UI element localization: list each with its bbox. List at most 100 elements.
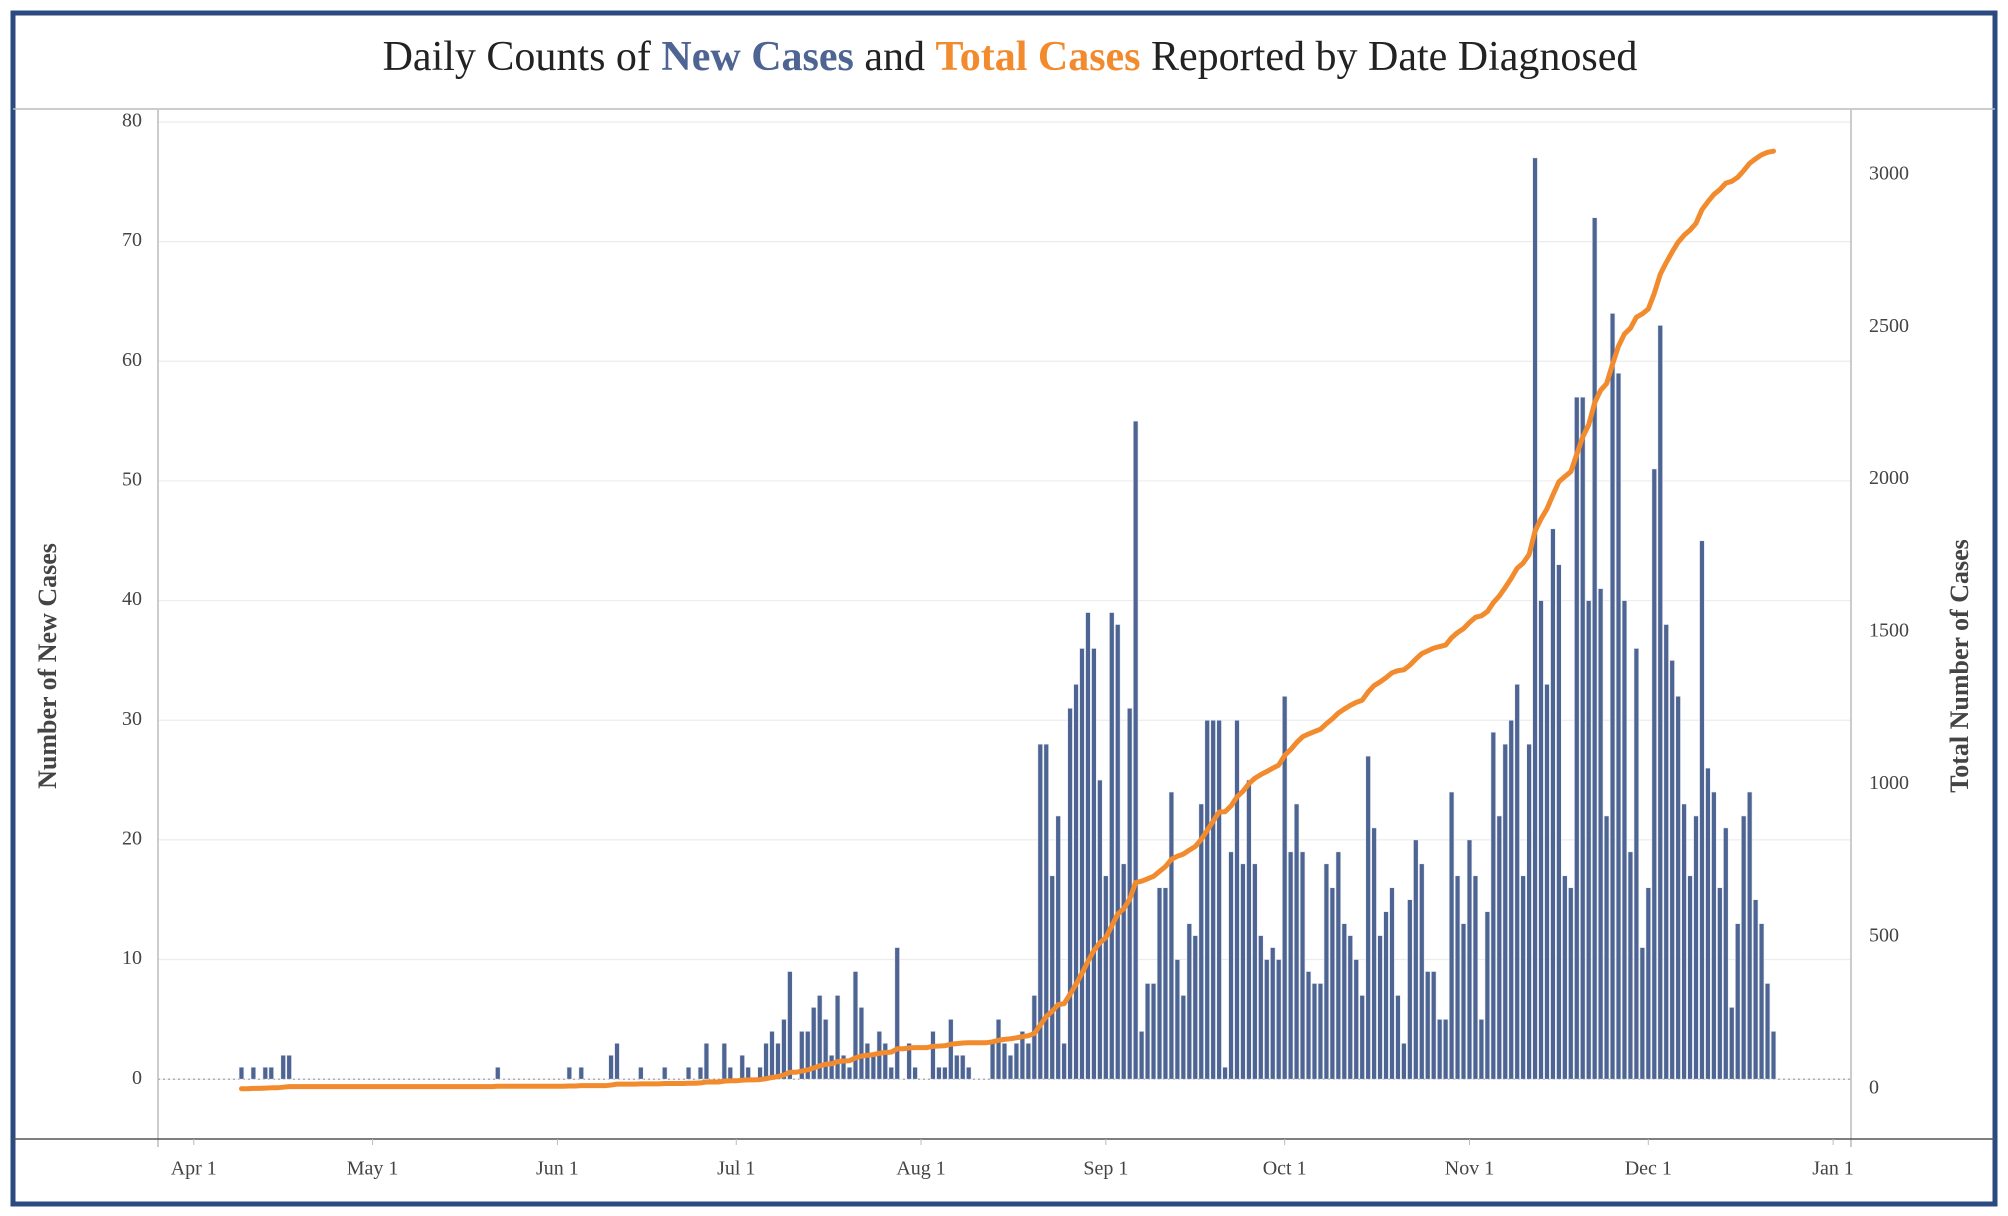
bar <box>1633 648 1640 1080</box>
bar <box>912 1066 918 1080</box>
bar <box>805 1031 811 1080</box>
bar <box>1586 600 1592 1080</box>
bar <box>1264 959 1270 1080</box>
y-tick-label: 80 <box>122 110 142 132</box>
y-tick-label: 40 <box>122 588 142 610</box>
bar <box>1574 396 1580 1080</box>
bar <box>1752 899 1759 1080</box>
bar <box>1061 1042 1067 1080</box>
bar <box>834 995 841 1080</box>
y2-tick-label: 1000 <box>1869 772 1909 794</box>
bar <box>1651 468 1657 1080</box>
x-tick-label: Sep 1 <box>1083 1158 1128 1180</box>
bar <box>1562 875 1568 1080</box>
y-tick-label: 60 <box>122 349 142 371</box>
bar <box>1442 1019 1449 1080</box>
bar <box>1246 779 1252 1080</box>
bar <box>1353 959 1359 1080</box>
bar <box>989 1042 996 1080</box>
bar <box>745 1066 751 1080</box>
bar <box>1276 959 1282 1080</box>
bar <box>888 1066 894 1080</box>
bar <box>1252 863 1258 1080</box>
bar <box>1359 995 1365 1080</box>
bar <box>1389 887 1395 1080</box>
bar <box>1544 684 1550 1080</box>
bar <box>1073 684 1079 1080</box>
x-tick-label: Dec 1 <box>1625 1158 1672 1180</box>
bar <box>1031 995 1037 1080</box>
bar <box>1085 612 1091 1080</box>
bar <box>1770 1031 1777 1080</box>
bar <box>1305 971 1312 1080</box>
bar <box>1591 217 1598 1080</box>
bar <box>1216 719 1222 1080</box>
bar <box>638 1066 644 1080</box>
title-part: Reported by Date Diagnosed <box>1141 34 1638 80</box>
x-tick-label: May 1 <box>347 1158 399 1180</box>
bar <box>1580 396 1586 1080</box>
bar <box>966 1066 972 1080</box>
bar <box>1538 600 1544 1080</box>
bar <box>1413 839 1419 1080</box>
bar <box>1663 624 1669 1080</box>
title-series: Total Cases <box>936 34 1141 80</box>
bar <box>1144 983 1151 1080</box>
bar <box>948 1019 954 1080</box>
bar <box>1532 157 1538 1080</box>
bar <box>1764 983 1771 1080</box>
bar <box>1639 947 1646 1080</box>
bar <box>1383 911 1389 1080</box>
bar <box>1454 875 1461 1080</box>
bar <box>995 1019 1002 1080</box>
y-axis-title: Number of New Cases <box>33 543 62 789</box>
bar <box>1460 923 1467 1080</box>
y2-tick-label: 500 <box>1869 924 1899 946</box>
y2-tick-label: 1500 <box>1869 620 1909 642</box>
bar <box>1156 887 1163 1080</box>
frame <box>10 10 1998 1207</box>
bar <box>1204 719 1210 1080</box>
bar <box>882 1042 888 1080</box>
bar <box>614 1042 620 1080</box>
bar <box>1645 887 1652 1080</box>
bar <box>1168 791 1175 1080</box>
bar <box>1419 863 1425 1080</box>
bar <box>1329 887 1336 1080</box>
x-tick-label: Oct 1 <box>1263 1158 1307 1180</box>
bar <box>1466 839 1473 1080</box>
bar <box>1711 791 1717 1080</box>
bar <box>1717 887 1723 1080</box>
bar <box>1431 971 1437 1080</box>
bar <box>942 1066 948 1080</box>
bar <box>1478 1019 1485 1080</box>
bar <box>1049 875 1055 1080</box>
bar <box>1621 600 1628 1080</box>
bar <box>262 1066 268 1080</box>
bar <box>739 1054 745 1080</box>
bar <box>250 1066 257 1080</box>
bar <box>936 1066 942 1080</box>
bar <box>1317 983 1324 1080</box>
bar <box>906 1042 912 1080</box>
bar <box>763 1042 769 1080</box>
bar <box>799 1031 805 1080</box>
bar <box>828 1054 835 1080</box>
bar <box>954 1054 960 1080</box>
y-tick-label: 10 <box>122 947 142 969</box>
total-line <box>238 148 1776 1092</box>
bar <box>1293 803 1300 1080</box>
bar <box>811 1007 817 1080</box>
bar <box>1270 947 1276 1080</box>
bar <box>1240 863 1246 1080</box>
title-part: and <box>854 34 936 80</box>
bar <box>1138 1031 1145 1080</box>
bar <box>1669 660 1675 1080</box>
bar <box>1132 420 1139 1080</box>
bar <box>1043 743 1049 1080</box>
y2-tick-label: 2000 <box>1869 467 1909 489</box>
bar <box>1693 815 1699 1080</box>
bar <box>1103 875 1109 1080</box>
bar <box>1550 528 1556 1080</box>
